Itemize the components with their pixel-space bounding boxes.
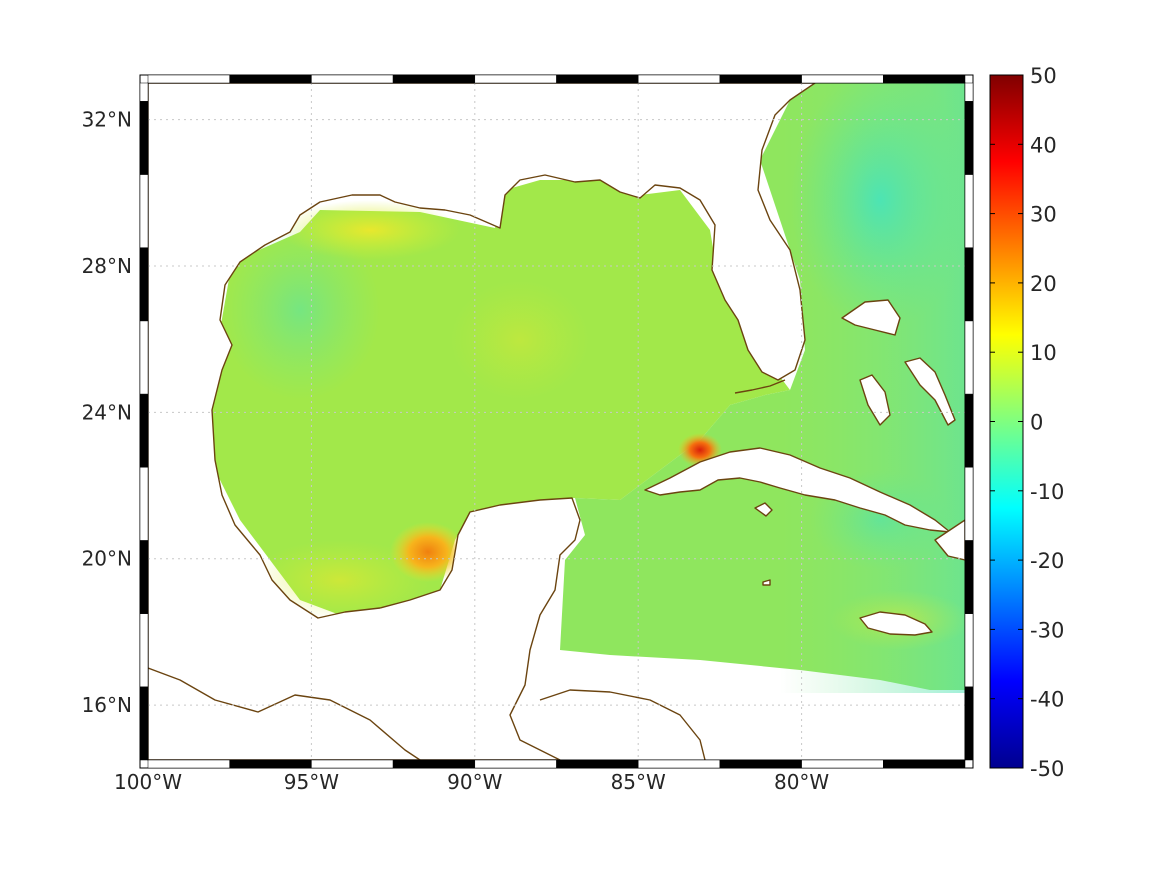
frame-bar-left — [139, 320, 149, 395]
colorbar-tick-label: 20 — [1030, 272, 1057, 296]
frame-bar-bottom — [392, 759, 476, 769]
frame-bar-bottom — [311, 759, 394, 769]
frame-bar-top — [229, 74, 312, 84]
lon-tick-label: 100°W — [114, 770, 182, 794]
frame-bar-right — [964, 613, 974, 688]
cayman-island — [762, 579, 771, 586]
florida-keys — [734, 379, 786, 394]
frame-bar-right — [964, 320, 974, 395]
frame-bar-top — [392, 74, 476, 84]
frame-bar-top — [637, 74, 721, 84]
coastlines — [148, 83, 965, 760]
lat-tick-label: 24°N — [82, 400, 132, 424]
frame-bar-right — [964, 82, 974, 102]
frame-bar-top — [556, 74, 639, 84]
latitude-labels: 16°N 20°N 24°N 28°N 32°N — [82, 108, 132, 718]
frame-bar-right — [964, 101, 974, 175]
lon-tick-label: 95°W — [284, 770, 339, 794]
frame-bar-left — [139, 247, 149, 322]
colorbar-tick-label: -10 — [1030, 480, 1064, 504]
frame-bar-left — [139, 393, 149, 468]
frame-bar-left — [139, 466, 149, 541]
hispaniola-island — [934, 519, 965, 561]
eleuthera-island — [904, 357, 956, 426]
frame-bar-bottom — [719, 759, 802, 769]
pacific-coastline — [148, 667, 421, 760]
colorbar-tick-label: 0 — [1030, 411, 1043, 435]
frame-bar-top — [719, 74, 802, 84]
frame-bar-left — [139, 101, 149, 175]
frame-bar-right — [964, 393, 974, 468]
frame-bar-bottom — [801, 759, 884, 769]
frame-bar-top — [474, 74, 557, 84]
lat-tick-label: 16°N — [82, 693, 132, 717]
frame-bar-bottom — [883, 759, 966, 769]
frame-bar-top — [147, 74, 230, 84]
frame-bar-left — [139, 174, 149, 248]
frame-bar-left — [139, 540, 149, 614]
frame-bar-right — [964, 540, 974, 614]
frame-bar-bottom — [229, 759, 312, 769]
lon-tick-label: 90°W — [447, 770, 502, 794]
colorbar-tick-label: 40 — [1030, 133, 1057, 157]
frame-bar-bottom — [637, 759, 721, 769]
frame-bar-right — [964, 174, 974, 248]
frame-bar-top — [801, 74, 884, 84]
frame-bar-right — [964, 247, 974, 322]
lon-tick-label: 85°W — [611, 770, 666, 794]
frame-bar-left — [139, 82, 149, 102]
frame-bar-bottom — [147, 759, 230, 769]
honduras-coastline — [539, 689, 706, 760]
jamaica-island — [859, 611, 933, 636]
lat-tick-label: 32°N — [82, 108, 132, 132]
frame-bar-left — [139, 613, 149, 688]
frame-bar-top — [311, 74, 394, 84]
cuba-island — [644, 447, 951, 533]
lat-tick-label: 20°N — [82, 547, 132, 571]
isla-juventud — [754, 502, 773, 517]
colorbar-tick-label: 30 — [1030, 203, 1057, 227]
colorbar: 50 40 30 20 10 0 -10 -20 -30 -40 -50 — [989, 64, 1064, 781]
colorbar-tick-label: -30 — [1030, 618, 1064, 642]
colorbar-tick-label: -50 — [1030, 757, 1064, 781]
great-bahama-bank — [841, 299, 901, 336]
longitude-labels: 100°W 95°W 90°W 85°W 80°W — [114, 770, 829, 794]
north-america-landmass — [148, 83, 816, 760]
lat-tick-label: 28°N — [82, 254, 132, 278]
colorbar-tick-label: 50 — [1030, 64, 1057, 88]
lon-tick-label: 80°W — [774, 770, 829, 794]
colorbar-gradient — [989, 74, 1024, 769]
frame-bar-bottom — [474, 759, 557, 769]
frame-bar-right — [964, 686, 974, 761]
graticule — [148, 83, 965, 760]
frame-bar-top — [883, 74, 966, 84]
sea-field — [212, 83, 965, 693]
andros-island — [859, 374, 891, 426]
colorbar-tick-label: -20 — [1030, 549, 1064, 573]
frame-bar-left — [139, 686, 149, 761]
frame-bar-right — [964, 466, 974, 541]
colorbar-tick-label: 10 — [1030, 341, 1057, 365]
map-frame — [139, 74, 974, 769]
colorbar-tick-label: -40 — [1030, 688, 1064, 712]
frame-bar-bottom — [556, 759, 639, 769]
